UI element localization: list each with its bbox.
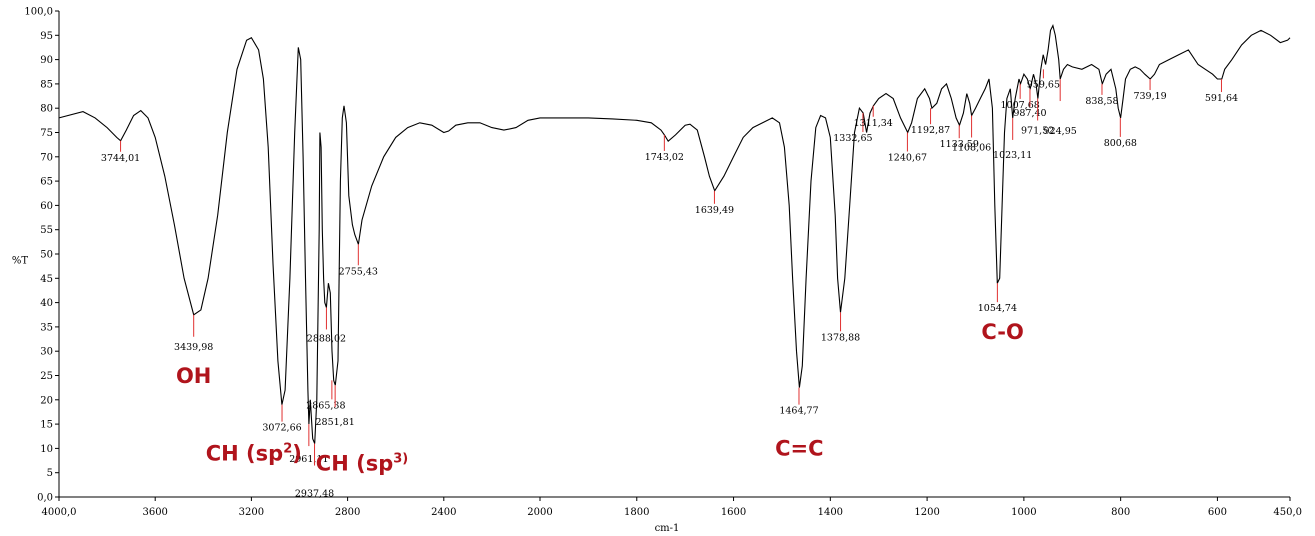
x-tick-label: 2000: [527, 507, 552, 518]
peak-label: 1311,34: [854, 118, 893, 129]
y-tick-label: 45: [40, 274, 53, 285]
x-tick-label: 800: [1111, 507, 1130, 518]
y-tick-label: 25: [40, 371, 53, 382]
peak-label: 1378,88: [821, 332, 860, 343]
x-tick-label: 1800: [624, 507, 649, 518]
y-tick-label: 85: [40, 79, 53, 90]
peak-label: 1192,87: [911, 125, 950, 136]
x-tick-label: 600: [1208, 507, 1227, 518]
peak-label: 1108,06: [952, 142, 991, 153]
peak-label: 2961,11: [289, 454, 328, 465]
annotation-ch-sp3: CH (sp3): [316, 451, 408, 475]
x-axis-label: cm-1: [655, 523, 680, 534]
x-tick-label: 3200: [239, 507, 264, 518]
y-tick-label: 95: [40, 31, 53, 42]
y-tick-label: 35: [40, 322, 53, 333]
y-tick-label: 55: [40, 225, 53, 236]
x-tick-label: 1400: [818, 507, 843, 518]
annotation-text: C-O: [981, 320, 1023, 344]
y-tick-label: 50: [40, 250, 53, 261]
peak-label: 838,58: [1085, 96, 1118, 107]
peak-label: 1743,02: [645, 152, 684, 163]
annotation-sup: 3): [393, 451, 408, 466]
peak-label: 3744,01: [101, 153, 140, 164]
x-tick-label: 3600: [142, 507, 167, 518]
peak-label: 924,95: [1044, 126, 1077, 137]
y-tick-label: 20: [40, 395, 53, 406]
x-tick-label: 1200: [914, 507, 939, 518]
x-tick-label: 4000,0: [42, 507, 77, 518]
peak-label: 2937,48: [295, 489, 334, 500]
y-axis-label: %T: [12, 256, 29, 267]
peak-label: 2888,02: [307, 333, 346, 344]
peak-label: 959,65: [1027, 79, 1060, 90]
peak-label: 3072,66: [262, 423, 301, 434]
annotation-text: CH (sp: [206, 442, 283, 466]
peak-label: 1332,65: [833, 133, 872, 144]
tick-labels: 0,0 5 10 15 20 25 30 35 40 45 50 55 60 65 70 75 80 85 90 95…: [24, 7, 1302, 519]
axes: [58, 11, 1290, 498]
y-tick-label: 70: [40, 152, 53, 163]
y-tick-label: 30: [40, 347, 53, 358]
y-tick-label: 0,0: [37, 493, 53, 504]
peak-label: 1023,11: [993, 150, 1032, 161]
peak-label: 1240,67: [888, 153, 927, 164]
peak-label: 3439,98: [174, 342, 213, 353]
x-tick-label: 1000: [1011, 507, 1036, 518]
peak-label: 1133,59: [940, 139, 979, 150]
y-tick-label: 75: [40, 128, 53, 139]
peak-label: 1464,77: [779, 406, 818, 417]
peak-markers: 3744,01 3439,98 3072,66 2961,11 2937,48 2888,…: [101, 69, 1238, 500]
annotation-ch-sp2: CH (sp2): [206, 442, 302, 466]
x-tick-label: 2800: [335, 507, 360, 518]
y-tick-label: 65: [40, 177, 53, 188]
peak-label: 971,52: [1021, 125, 1054, 136]
y-tick-label: 15: [40, 420, 53, 431]
annotation-close: ): [292, 442, 302, 466]
y-tick-label: 40: [40, 298, 53, 309]
annotation-sup: 2: [283, 442, 292, 457]
y-tick-label: 60: [40, 201, 53, 212]
y-tick-label: 5: [47, 468, 53, 479]
peak-label: 739,19: [1133, 91, 1166, 102]
peak-label: 2851,81: [315, 417, 354, 428]
annotation-cc: C=C: [775, 437, 823, 461]
annotation-text: C=C: [775, 437, 823, 461]
peak-label: 987,40: [1013, 108, 1046, 119]
annotation-oh: OH: [176, 364, 211, 388]
annotation-co: C-O: [981, 320, 1023, 344]
peak-label: 800,68: [1104, 138, 1137, 149]
annotation-text: CH (sp: [316, 451, 393, 475]
peak-label: 1639,49: [695, 205, 734, 216]
y-tick-label: 100,0: [24, 7, 53, 18]
peak-label: 591,64: [1205, 93, 1238, 104]
x-tick-label: 2400: [431, 507, 456, 518]
y-tick-label: 90: [40, 55, 53, 66]
x-tick-label: 450,0: [1273, 507, 1302, 518]
peak-label: 2865,38: [306, 400, 345, 411]
peak-label: 1054,74: [978, 303, 1017, 314]
annotation-text: OH: [176, 364, 211, 388]
spectrum-line: [58, 24, 1291, 444]
peak-label: 2755,43: [339, 266, 378, 277]
y-tick-label: 80: [40, 104, 53, 115]
y-tick-label: 10: [40, 444, 53, 455]
peak-label: 1007,68: [1001, 100, 1040, 111]
x-tick-label: 1600: [721, 507, 746, 518]
